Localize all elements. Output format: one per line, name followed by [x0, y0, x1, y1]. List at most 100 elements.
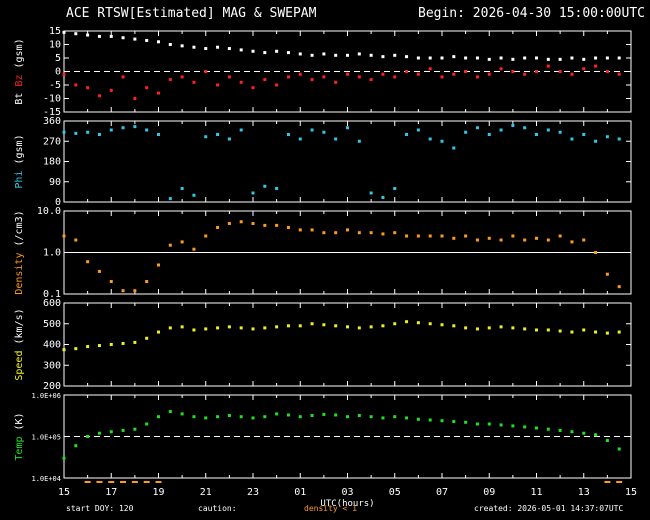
y-tick-label: 180: [43, 157, 61, 168]
data-point-speed: [452, 324, 456, 328]
data-point-density: [617, 285, 621, 289]
data-point-density: [369, 231, 373, 235]
data-point-bt: [204, 47, 208, 51]
data-point-bz: [168, 78, 172, 82]
data-point-bt: [558, 57, 562, 61]
data-point-bz: [558, 70, 562, 73]
data-point-phi: [227, 137, 231, 141]
data-point-density: [334, 231, 338, 235]
data-point-bz: [180, 75, 184, 79]
data-point-temp: [558, 428, 562, 432]
data-point-density: [263, 223, 267, 227]
data-point-density: [310, 228, 314, 232]
data-point-bt: [428, 56, 432, 60]
data-point-bt: [192, 45, 196, 49]
data-point-phi: [464, 130, 468, 134]
data-point-temp: [546, 427, 550, 431]
data-point-bt: [605, 56, 609, 60]
data-point-bz: [346, 72, 349, 76]
data-point-speed: [594, 330, 598, 334]
data-point-temp: [487, 422, 491, 426]
data-point-temp: [381, 416, 385, 420]
x-tick-label: 07: [436, 487, 448, 498]
data-point-speed: [499, 325, 503, 329]
y-tick-label: 15: [49, 26, 61, 37]
data-point-temp: [605, 439, 609, 443]
data-point-bt: [121, 36, 125, 40]
y-tick-label: 600: [43, 298, 61, 309]
data-point-bt: [97, 34, 101, 38]
data-point-bt: [475, 56, 479, 60]
data-point-phi: [204, 135, 208, 139]
data-point-bt: [227, 47, 231, 51]
data-point-bt: [109, 34, 113, 38]
data-point-phi: [487, 133, 491, 136]
y-tick-label: -10: [43, 94, 61, 105]
data-point-temp: [357, 414, 361, 418]
y-tick-label: 1.0E+06: [31, 392, 61, 400]
y-tick-label: 200: [43, 381, 61, 392]
data-point-bt: [499, 56, 503, 60]
data-point-bz: [239, 80, 243, 84]
data-point-speed: [286, 324, 290, 328]
data-point-speed: [251, 327, 255, 331]
data-point-speed: [487, 326, 491, 330]
data-point-density: [428, 234, 432, 238]
y-tick-label: 400: [43, 340, 61, 351]
data-point-phi: [145, 128, 149, 132]
x-tick-label: 09: [483, 487, 495, 498]
data-point-temp: [121, 428, 125, 432]
data-point-temp: [535, 426, 538, 430]
y-tick-label: 1.0E+04: [31, 475, 61, 483]
data-point-bt: [310, 53, 314, 57]
data-point-bz: [511, 70, 515, 73]
data-point-phi: [582, 133, 586, 136]
data-point-phi: [298, 137, 302, 141]
data-point-speed: [239, 326, 243, 330]
x-tick-label: 03: [341, 487, 353, 498]
data-point-phi: [275, 187, 279, 190]
data-point-temp: [145, 422, 149, 426]
data-point-speed: [133, 340, 137, 344]
data-point-density: [499, 238, 503, 242]
data-point-phi: [109, 128, 113, 132]
data-point-density: [346, 228, 349, 232]
data-point-density: [192, 247, 196, 251]
data-point-temp: [286, 413, 290, 417]
data-point-temp: [86, 435, 90, 438]
data-point-density: [180, 240, 184, 244]
data-point-density: [605, 272, 609, 276]
data-point-temp: [74, 444, 78, 448]
data-point-bt: [570, 56, 574, 60]
data-point-temp: [428, 418, 432, 422]
data-point-speed: [121, 341, 125, 345]
data-point-temp: [617, 447, 621, 451]
data-point-phi: [251, 191, 255, 195]
caution-text: density < 1: [304, 504, 357, 513]
data-point-density: [393, 231, 397, 235]
data-point-density: [582, 238, 586, 242]
data-point-phi: [570, 137, 574, 141]
data-point-speed: [227, 325, 231, 329]
data-point-bz: [133, 97, 137, 100]
data-point-phi: [310, 128, 314, 132]
data-point-temp: [168, 410, 172, 414]
y-tick-label: 1.0E+05: [31, 434, 61, 442]
data-point-bz: [121, 75, 125, 79]
data-point-speed: [405, 320, 409, 324]
data-point-speed: [464, 326, 468, 330]
data-point-bz: [334, 80, 338, 84]
y-tick-label: 0: [55, 67, 61, 78]
data-point-bz: [298, 72, 302, 76]
x-tick-label: 19: [152, 487, 164, 498]
data-point-bz: [263, 78, 267, 82]
y-tick-label: 10.0: [37, 206, 61, 217]
data-point-phi: [617, 137, 621, 141]
data-point-density: [251, 221, 255, 225]
data-point-phi: [357, 139, 361, 143]
data-point-temp: [475, 422, 479, 426]
data-point-temp: [511, 424, 515, 428]
data-point-phi: [558, 130, 562, 134]
y-tick-label: 5: [55, 53, 61, 64]
data-point-phi: [180, 187, 184, 190]
